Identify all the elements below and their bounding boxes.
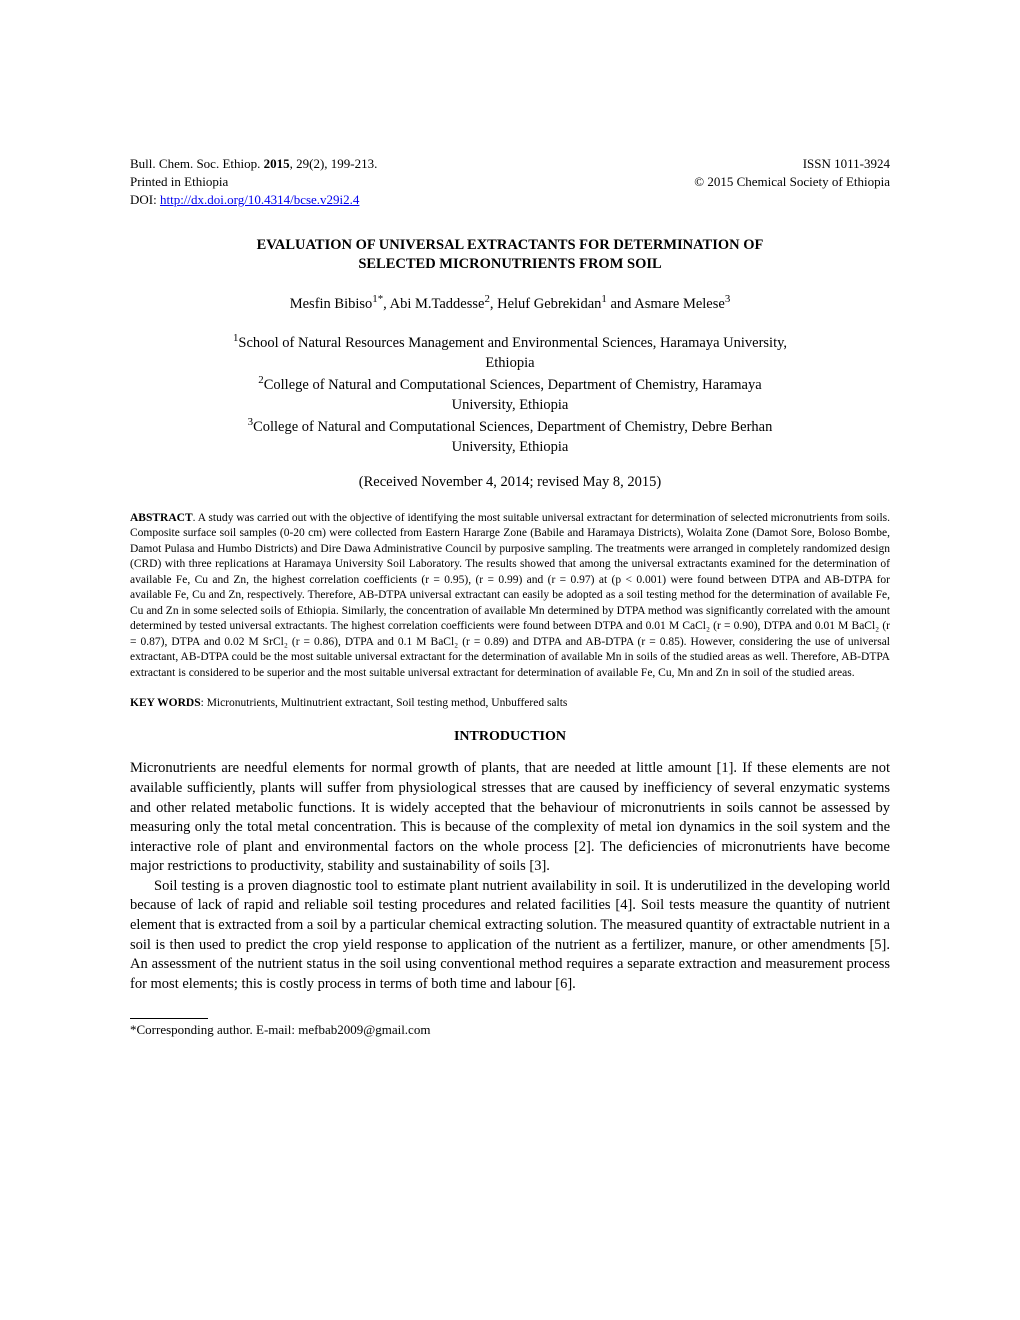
keywords-label: KEY WORDS — [130, 697, 201, 709]
aff-2-line1: College of Natural and Computational Sci… — [264, 377, 762, 393]
issn: ISSN 1011-3924 — [694, 155, 890, 173]
aff-3-line2: University, Ethiopia — [130, 437, 890, 457]
doi-line: DOI: http://dx.doi.org/10.4314/bcse.v29i… — [130, 191, 377, 209]
keywords: KEY WORDS: Micronutrients, Multinutrient… — [130, 697, 890, 709]
doi-label: DOI: — [130, 192, 160, 207]
abstract-text: . A study was carried out with the objec… — [130, 512, 890, 679]
author-1-sup: 1* — [372, 293, 383, 305]
header-right: ISSN 1011-3924 © 2015 Chemical Society o… — [694, 155, 890, 210]
journal-year: 2015 — [264, 156, 290, 171]
author-2: , Abi M.Taddesse — [383, 296, 484, 312]
keywords-text: : Micronutrients, Multinutrient extracta… — [201, 697, 568, 709]
journal-header: Bull. Chem. Soc. Ethiop. 2015, 29(2), 19… — [130, 155, 890, 210]
affiliation-2: 2College of Natural and Computational Sc… — [130, 373, 890, 395]
abstract: ABSTRACT. A study was carried out with t… — [130, 511, 890, 682]
article-title: EVALUATION OF UNIVERSAL EXTRACTANTS FOR … — [130, 236, 890, 275]
journal-name: Bull. Chem. Soc. Ethiop. — [130, 156, 264, 171]
aff-2-line2: University, Ethiopia — [130, 395, 890, 415]
affiliations: 1School of Natural Resources Management … — [130, 331, 890, 458]
doi-link[interactable]: http://dx.doi.org/10.4314/bcse.v29i2.4 — [160, 192, 359, 207]
author-4-sup: 3 — [725, 293, 730, 305]
title-line1: EVALUATION OF UNIVERSAL EXTRACTANTS FOR … — [130, 236, 890, 256]
copyright: © 2015 Chemical Society of Ethiopia — [694, 173, 890, 191]
author-3: , Heluf Gebrekidan — [490, 296, 602, 312]
author-1: Mesfin Bibiso — [290, 296, 373, 312]
printed-in: Printed in Ethiopia — [130, 173, 377, 191]
affiliation-1: 1School of Natural Resources Management … — [130, 331, 890, 353]
introduction-body: Micronutrients are needful elements for … — [130, 759, 890, 994]
header-left: Bull. Chem. Soc. Ethiop. 2015, 29(2), 19… — [130, 155, 377, 210]
affiliation-3: 3College of Natural and Computational Sc… — [130, 415, 890, 437]
footer-divider — [130, 1018, 208, 1019]
journal-pages: , 29(2), 199-213. — [290, 156, 378, 171]
intro-para-2: Soil testing is a proven diagnostic tool… — [130, 877, 890, 994]
introduction-heading: INTRODUCTION — [130, 729, 890, 745]
authors-list: Mesfin Bibiso1*, Abi M.Taddesse2, Heluf … — [130, 293, 890, 313]
abstract-label: ABSTRACT — [130, 512, 193, 524]
intro-para-1: Micronutrients are needful elements for … — [130, 759, 890, 876]
aff-1-line2: Ethiopia — [130, 353, 890, 373]
aff-3-line1: College of Natural and Computational Sci… — [253, 419, 772, 435]
received-dates: (Received November 4, 2014; revised May … — [130, 474, 890, 491]
journal-citation: Bull. Chem. Soc. Ethiop. 2015, 29(2), 19… — [130, 155, 377, 173]
title-line2: SELECTED MICRONUTRIENTS FROM SOIL — [130, 255, 890, 275]
aff-1-line1: School of Natural Resources Management a… — [238, 334, 787, 350]
corresponding-author: *Corresponding author. E-mail: mefbab200… — [130, 1022, 890, 1038]
author-4: and Asmare Melese — [607, 296, 725, 312]
